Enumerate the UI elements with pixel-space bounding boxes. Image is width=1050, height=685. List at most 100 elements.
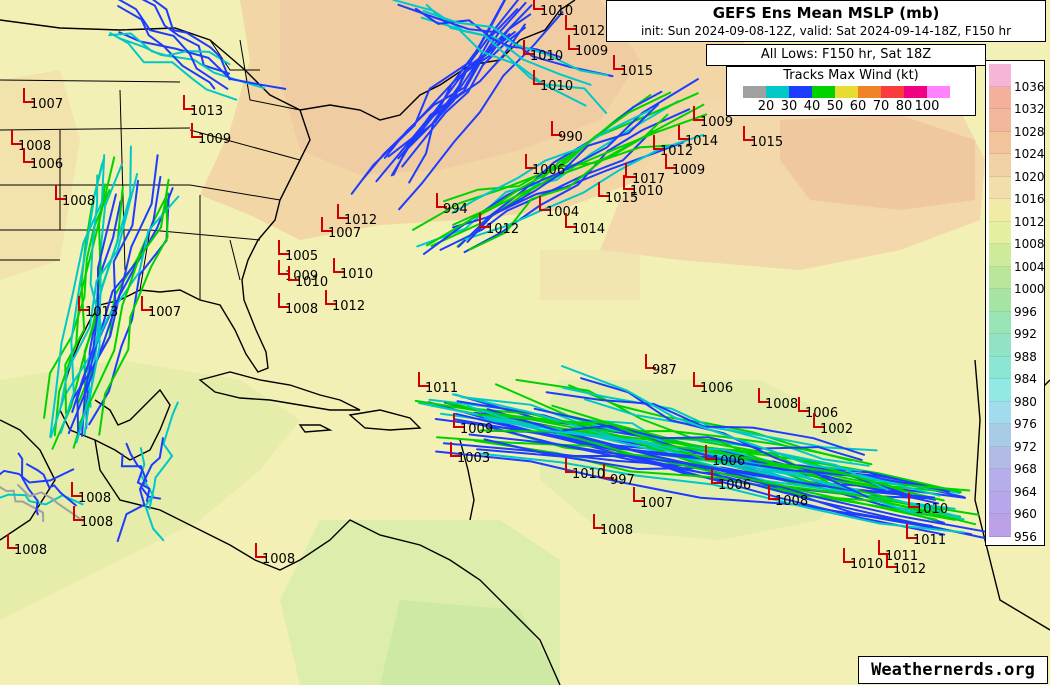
storm-track <box>49 154 106 438</box>
low-pressure-label: 1013 <box>85 305 118 320</box>
wind-label: 70 <box>872 99 890 114</box>
storm-track <box>463 108 691 254</box>
colorbar-cell <box>989 356 1011 379</box>
low-marker <box>141 296 152 311</box>
storm-track <box>0 486 45 523</box>
low-pressure-label: 1010 <box>295 275 328 290</box>
colorbar-level: 964 <box>1014 484 1037 499</box>
colorbar-level: 1016 <box>1014 192 1045 206</box>
low-pressure-label: 1008 <box>14 543 47 558</box>
low-pressure-label: 1010 <box>850 557 883 572</box>
low-marker <box>23 88 34 103</box>
colorbar-cell <box>989 379 1011 402</box>
brand-watermark: Weathernerds.org <box>858 656 1048 684</box>
colorbar-cell <box>989 221 1011 244</box>
storm-track <box>98 195 169 436</box>
wind-swatch <box>743 86 766 98</box>
storm-track <box>422 9 609 77</box>
low-pressure-label: 1003 <box>457 451 490 466</box>
storm-track <box>427 401 946 536</box>
low-pressure-label: 1010 <box>530 49 563 64</box>
colorbar-level: 976 <box>1014 417 1037 431</box>
low-marker <box>598 182 609 197</box>
wind-label: 80 <box>895 99 913 114</box>
low-pressure-label: 1006 <box>700 381 733 396</box>
storm-track <box>139 447 165 542</box>
storm-track <box>49 195 180 439</box>
low-pressure-label: 1012 <box>893 562 926 577</box>
storm-track <box>116 437 164 543</box>
wind-label: 60 <box>849 99 867 114</box>
low-pressure-label: 1011 <box>425 381 458 396</box>
low-marker <box>525 154 536 169</box>
colorbar-cell <box>989 109 1011 132</box>
colorbar-level: 1020 <box>1014 169 1045 184</box>
low-pressure-label: 1012 <box>660 144 693 159</box>
low-pressure-label: 1009 <box>575 44 608 59</box>
storm-track <box>442 144 677 203</box>
low-marker <box>678 125 689 140</box>
wind-label: 50 <box>826 99 844 114</box>
storm-track <box>151 0 231 81</box>
low-marker <box>565 458 576 473</box>
low-marker <box>565 213 576 228</box>
storm-track <box>452 91 672 226</box>
low-marker <box>768 485 779 500</box>
low-marker <box>633 487 644 502</box>
low-marker <box>321 217 332 232</box>
storm-track <box>579 418 859 492</box>
low-pressure-label: 1005 <box>285 249 318 264</box>
low-marker <box>758 388 769 403</box>
colorbar-cell <box>989 289 1011 312</box>
low-pressure-label: 1008 <box>765 397 798 412</box>
low-marker <box>278 240 289 255</box>
low-marker <box>23 148 34 163</box>
low-pressure-label: 997 <box>610 473 635 488</box>
colorbar-strip <box>989 64 1011 537</box>
storm-track <box>25 463 77 507</box>
low-marker <box>908 493 919 508</box>
low-marker <box>255 543 266 558</box>
wind-label: 30 <box>780 99 798 114</box>
storm-track <box>80 179 139 437</box>
low-pressure-label: 1007 <box>328 226 361 241</box>
low-pressure-label: 1012 <box>344 213 377 228</box>
wind-swatch <box>789 86 812 98</box>
storm-track <box>59 158 105 434</box>
low-marker <box>813 413 824 428</box>
colorbar-cell <box>989 244 1011 267</box>
low-pressure-label: 1010 <box>915 502 948 517</box>
low-marker <box>906 524 917 539</box>
low-marker <box>71 482 82 497</box>
storm-tracks <box>0 0 990 543</box>
low-pressure-label: 1010 <box>540 79 573 94</box>
low-pressure-label: 1011 <box>885 549 918 564</box>
low-pressure-label: 1014 <box>572 222 605 237</box>
low-marker <box>645 354 656 369</box>
tracks-legend-title: Tracks Max Wind (kt) <box>783 68 919 83</box>
title-box: GEFS Ens Mean MSLP (mb) init: Sun 2024-0… <box>606 0 1046 42</box>
storm-track <box>398 11 564 211</box>
low-marker <box>418 372 429 387</box>
storm-track <box>414 7 562 59</box>
storm-track <box>562 424 863 461</box>
low-pressure-label: 990 <box>558 130 583 145</box>
colorbar-cell <box>989 446 1011 469</box>
colorbar-level: 1032 <box>1014 102 1045 116</box>
storm-track <box>0 468 75 484</box>
low-pressure-label: 1015 <box>605 191 638 206</box>
colorbar-level: 980 <box>1014 394 1037 409</box>
lows-label: All Lows: F150 hr, Sat 18Z <box>760 47 932 62</box>
low-pressure-label: 1009 <box>198 132 231 147</box>
low-pressure-label: 1009 <box>460 422 493 437</box>
low-marker <box>183 95 194 110</box>
colorbar-cell <box>989 514 1011 537</box>
wind-label: 40 <box>803 99 821 114</box>
brand-label: Weathernerds.org <box>871 660 1035 680</box>
low-marker <box>623 175 634 190</box>
storm-track <box>17 452 39 516</box>
colorbar-cell <box>989 199 1011 222</box>
low-marker <box>798 397 809 412</box>
low-marker <box>288 266 299 281</box>
storm-track <box>148 401 179 510</box>
